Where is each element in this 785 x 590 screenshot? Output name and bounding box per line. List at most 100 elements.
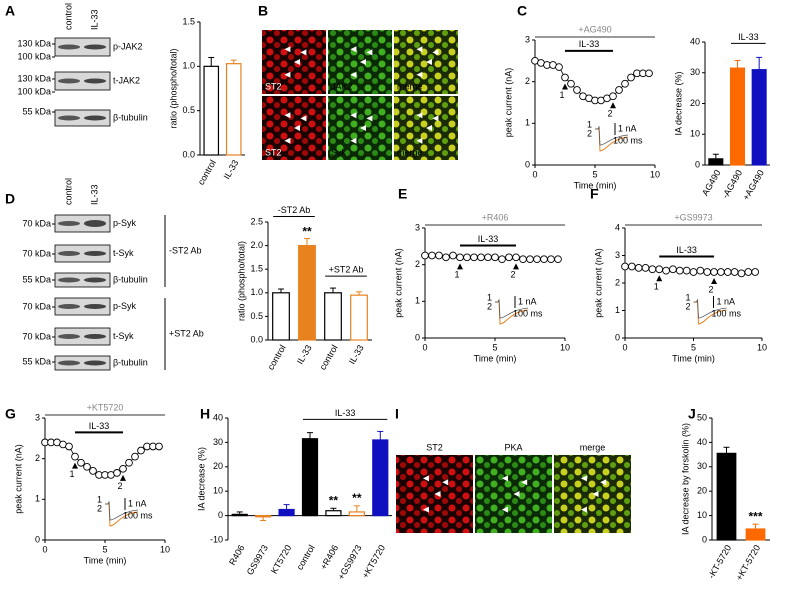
y-tick-label: 10 bbox=[697, 510, 707, 520]
bar bbox=[203, 65, 220, 156]
annotation: *** bbox=[748, 509, 762, 523]
data-point bbox=[421, 251, 429, 260]
x-tick-label: +KT5720 bbox=[360, 543, 387, 580]
panel-letter: H bbox=[200, 406, 210, 422]
data-point bbox=[533, 255, 541, 264]
group-label: +ST2 Ab bbox=[169, 328, 204, 338]
y-tick-label: 4 bbox=[615, 222, 620, 232]
arrowhead bbox=[366, 115, 373, 122]
timepoint-arrow bbox=[610, 102, 616, 109]
data-point bbox=[645, 69, 653, 78]
y-tick-label: 3 bbox=[615, 250, 620, 260]
arrowhead bbox=[300, 115, 307, 122]
arrowhead bbox=[592, 491, 599, 497]
y-axis-label: ratio (phospho/total) bbox=[236, 241, 246, 321]
annotation: 2 bbox=[117, 481, 122, 491]
arrowhead bbox=[294, 59, 300, 65]
data-point bbox=[689, 268, 698, 276]
inset-label: 2 bbox=[97, 503, 102, 513]
arrowhead bbox=[284, 71, 291, 78]
arrowhead bbox=[300, 49, 307, 56]
treatment-label: +GS9973 bbox=[674, 212, 712, 222]
data-point bbox=[744, 268, 753, 276]
data-point bbox=[555, 63, 563, 71]
blot-band bbox=[84, 78, 106, 84]
y-tick-label: 0 bbox=[415, 332, 420, 342]
y-tick-label: 2 bbox=[415, 259, 420, 269]
x-tick-label: IL-33 bbox=[222, 158, 241, 181]
data-point bbox=[615, 86, 623, 94]
annotation: IL-33 bbox=[478, 234, 499, 244]
y-tick-label: 0.0 bbox=[182, 149, 195, 159]
x-tick-label: +R406 bbox=[318, 543, 340, 571]
tile-label: merge bbox=[580, 442, 606, 452]
lane-label: control bbox=[63, 3, 73, 30]
blot-band bbox=[58, 277, 80, 283]
y-axis-label: peak current (nA) bbox=[503, 68, 513, 138]
data-point bbox=[648, 265, 657, 274]
lane-label: IL-33 bbox=[89, 9, 99, 30]
arrowhead bbox=[426, 59, 432, 65]
inset-label: 100 ms bbox=[513, 308, 543, 318]
arrowhead bbox=[580, 506, 587, 513]
x-tick-label: +AG490 bbox=[741, 168, 766, 202]
bar bbox=[348, 511, 365, 517]
arrowhead bbox=[350, 137, 357, 144]
data-point bbox=[519, 255, 527, 264]
annotation: IL-33 bbox=[676, 245, 697, 255]
blot-band bbox=[84, 304, 106, 309]
data-point bbox=[662, 266, 670, 275]
annotation: -ST2 Ab bbox=[278, 205, 311, 215]
data-point bbox=[751, 268, 760, 276]
x-tick-label: control bbox=[318, 343, 340, 371]
data-point bbox=[561, 73, 569, 82]
kda-marker: 70 kDa bbox=[22, 218, 51, 228]
annotation: ** bbox=[329, 493, 339, 507]
y-tick-label: 0 bbox=[35, 534, 40, 544]
y-tick-label: 1.0 bbox=[250, 287, 263, 297]
x-tick-label: 10 bbox=[757, 342, 767, 352]
annotation: 1 bbox=[654, 282, 659, 292]
data-point bbox=[567, 79, 575, 88]
treatment-label: +KT5720 bbox=[87, 402, 124, 412]
panel-letter: E bbox=[398, 186, 407, 202]
inset-label: 1 bbox=[587, 119, 592, 129]
panel-letter: D bbox=[5, 191, 15, 207]
data-point bbox=[526, 255, 534, 264]
y-tick-label: 50 bbox=[697, 412, 707, 422]
arrowhead bbox=[501, 475, 508, 482]
treatment-label: +AG490 bbox=[578, 24, 611, 34]
x-tick-label: 5 bbox=[592, 169, 597, 179]
y-axis-label: peak current (nA) bbox=[593, 248, 603, 318]
arrowhead bbox=[416, 137, 423, 144]
inset-label: 1 bbox=[487, 292, 492, 302]
arrowhead bbox=[350, 71, 357, 78]
y-tick-label: 1.5 bbox=[182, 16, 195, 26]
inset-label: 100 ms bbox=[613, 135, 643, 145]
panel-letter: B bbox=[258, 3, 268, 19]
data-point bbox=[484, 253, 492, 262]
blot-strip bbox=[54, 37, 111, 57]
blot-band bbox=[84, 334, 106, 339]
y-tick-label: 0.5 bbox=[182, 105, 195, 115]
y-tick-label: 0.5 bbox=[250, 311, 263, 321]
y-tick-label: 10 bbox=[213, 486, 223, 496]
arrowhead bbox=[513, 491, 520, 497]
y-tick-label: 3 bbox=[35, 412, 40, 422]
arrowhead bbox=[294, 125, 300, 131]
timepoint-arrow bbox=[711, 278, 718, 284]
blot-band bbox=[58, 334, 80, 339]
data-point bbox=[449, 251, 457, 260]
timepoint-arrow bbox=[72, 462, 78, 469]
y-tick-label: 10 bbox=[690, 129, 700, 139]
data-point bbox=[703, 268, 712, 276]
y-tick-label: 30 bbox=[697, 461, 707, 471]
y-tick-label: 30 bbox=[690, 67, 700, 77]
kda-marker: 130 kDa bbox=[17, 73, 51, 83]
y-tick-label: 1.5 bbox=[250, 264, 263, 274]
band-label: t-JAK2 bbox=[113, 75, 140, 85]
data-point bbox=[155, 442, 163, 451]
x-tick-label: control bbox=[295, 543, 317, 571]
data-point bbox=[540, 255, 548, 264]
y-tick-label: 2.0 bbox=[250, 240, 263, 250]
